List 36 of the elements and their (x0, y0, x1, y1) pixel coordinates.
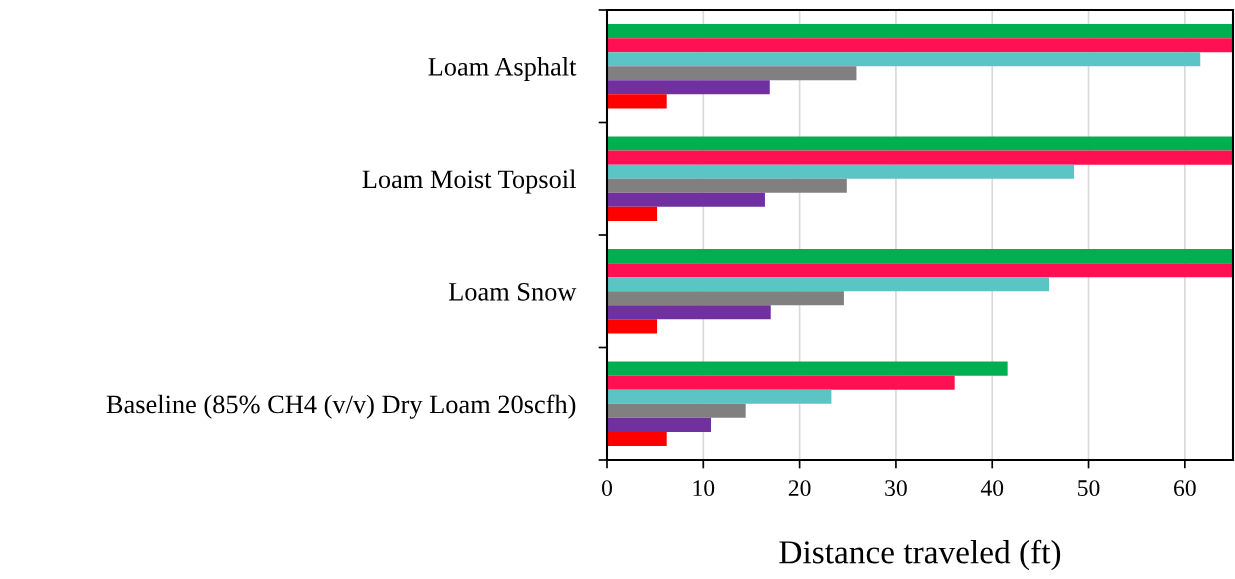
bar (607, 66, 857, 81)
bar (607, 164, 1075, 179)
bar (607, 403, 746, 418)
bar (607, 136, 1233, 151)
bar (607, 150, 1233, 165)
y-tick-label: Baseline (85% CH4 (v/v) Dry Loam 20scfh) (106, 394, 576, 419)
y-tick-label: Loam Asphalt (428, 57, 577, 82)
bar (607, 52, 1201, 67)
bar (607, 305, 771, 320)
bar (607, 206, 658, 221)
x-axis-title: Distance traveled (ft) (779, 539, 1061, 571)
x-tick-label: 10 (693, 480, 715, 497)
x-tick-label: 50 (1078, 480, 1100, 497)
x-tick-label: 40 (980, 480, 1004, 497)
bar (607, 24, 1233, 39)
bar (607, 192, 765, 207)
bar (607, 277, 1050, 292)
bar (607, 38, 1233, 53)
bar (607, 389, 832, 404)
bar (607, 263, 1233, 278)
y-tick-label: Loam Moist Topsoil (362, 169, 576, 194)
bar (607, 361, 1008, 376)
x-tick-label: 20 (788, 480, 811, 497)
y-tick-label: Loam Snow (448, 282, 577, 301)
x-tick-label: 30 (885, 480, 907, 497)
bar (607, 249, 1233, 264)
bar (607, 94, 667, 109)
x-tick-label: 60 (1174, 480, 1196, 497)
bar (607, 80, 770, 95)
bar (607, 319, 658, 334)
x-tick-label: 0 (602, 480, 612, 497)
bar (607, 291, 844, 306)
bar (607, 375, 955, 390)
bar (607, 417, 712, 432)
bar (607, 431, 667, 446)
bar (607, 178, 847, 193)
